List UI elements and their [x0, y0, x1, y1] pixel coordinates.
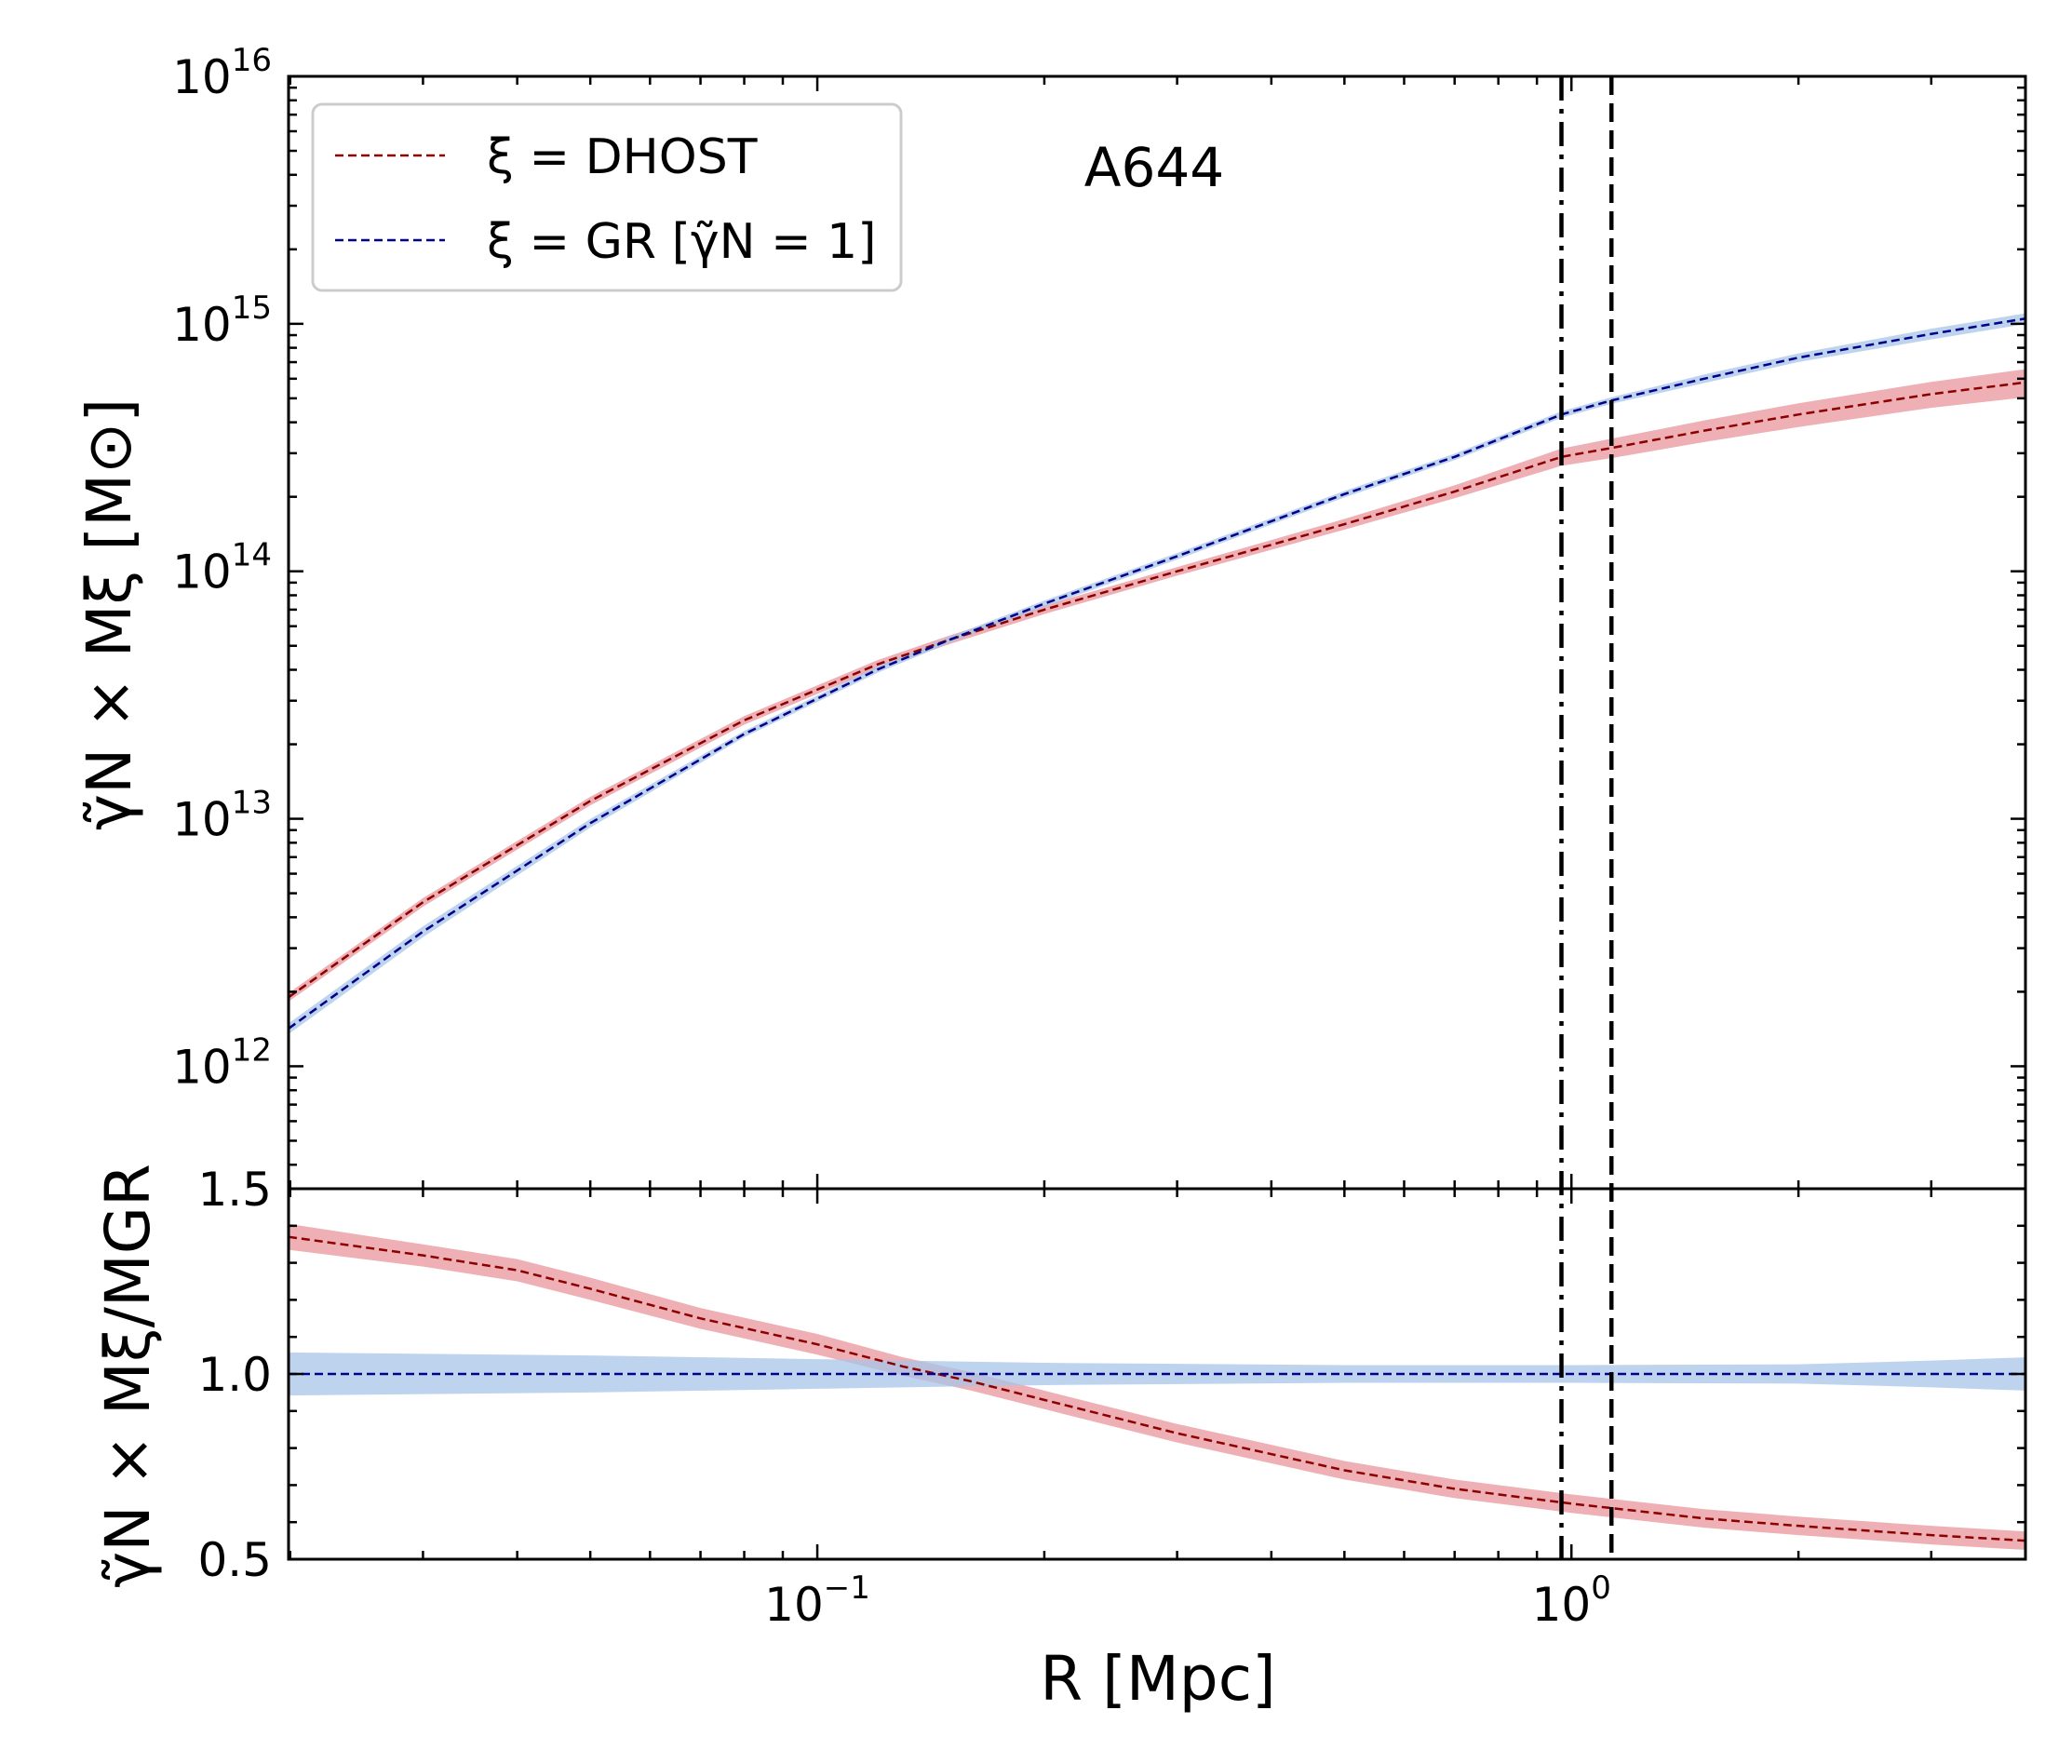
y-tick-label-top: 1013 [172, 785, 272, 847]
legend-label-gr: ξ = GR [γ̃N = 1] [487, 214, 877, 270]
cluster-annotation: A644 [1084, 136, 1224, 199]
tick-labels: 1012 1013 1014 1015 1016 0.5 1.0 1.5 10−1 100 [172, 42, 1611, 1632]
bottom-panel-frame [287, 1187, 2027, 1561]
y-tick-label-bottom: 1.5 [197, 1163, 272, 1217]
axis-ticks [289, 76, 2027, 1561]
bottom-y-axis-label: γ̃N × Mξ/MGR [92, 1164, 164, 1588]
y-tick-label-top: 1014 [172, 537, 272, 599]
bottom-panel-lines [289, 1235, 2025, 1542]
y-tick-label-bottom: 0.5 [197, 1533, 272, 1587]
band-dhost-ratio [289, 1223, 2025, 1551]
series-line-dhost-ratio [289, 1235, 2025, 1542]
series-line-gr [289, 316, 2025, 1030]
bottom-panel-bands [289, 1223, 2025, 1551]
x-tick-label: 10−1 [764, 1569, 870, 1632]
reference-vlines [1559, 76, 1614, 1559]
band-dhost [289, 369, 2025, 1003]
x-tick-label: 100 [1532, 1569, 1611, 1632]
legend-box [311, 102, 903, 292]
y-tick-label-top: 1016 [172, 42, 272, 104]
y-tick-label-bottom: 1.0 [197, 1348, 272, 1402]
top-y-axis-label: γ̃N × Mξ [M⊙] [74, 398, 145, 830]
series-line-dhost [289, 381, 2025, 999]
top-panel-bands [289, 313, 2025, 1034]
legend: ξ = DHOST ξ = GR [γ̃N = 1] [311, 102, 903, 292]
y-tick-label-top: 1012 [172, 1031, 272, 1094]
y-tick-label-top: 1015 [172, 290, 272, 352]
x-axis-label: R [Mpc] [1040, 1643, 1275, 1715]
top-panel-lines [289, 316, 2025, 1030]
legend-label-dhost: ξ = DHOST [487, 129, 758, 185]
